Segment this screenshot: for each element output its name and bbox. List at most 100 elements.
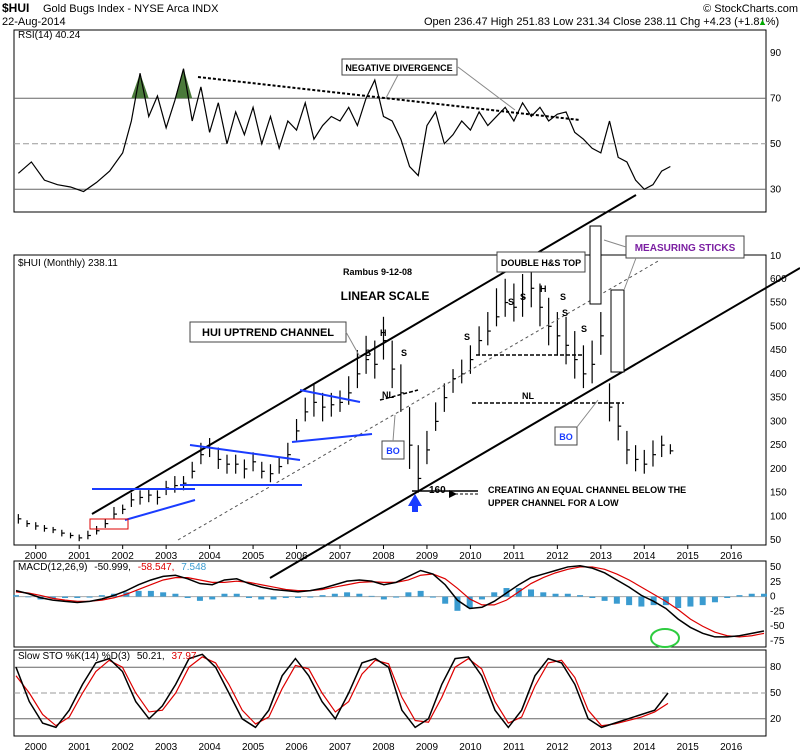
macd-histogram-bar xyxy=(368,595,375,597)
neckline-2008 xyxy=(379,389,419,401)
sto-legend: Slow STO %K(14) %D(3) 50.21, 37.97 xyxy=(18,651,197,662)
x-tick-label: 2005 xyxy=(242,551,265,562)
macd-histogram-bar xyxy=(675,596,682,608)
macd-histogram-bar xyxy=(184,596,191,599)
macd-histogram-bar xyxy=(699,596,706,606)
x-tick-label-bottom: 2015 xyxy=(677,742,700,753)
chart-date: 22-Aug-2014 xyxy=(2,16,66,28)
x-tick-label: 2015 xyxy=(677,551,700,562)
macd-histogram-bar xyxy=(209,596,216,600)
x-tick-label: 2004 xyxy=(198,551,221,562)
macd-histogram-bar xyxy=(49,596,56,599)
s-label-2012b: S xyxy=(562,308,568,318)
macd-line xyxy=(15,564,765,638)
rsi-overbought-fill xyxy=(174,68,193,99)
negative-divergence-label: NEGATIVE DIVERGENCE xyxy=(345,63,452,73)
macd-histogram-bar xyxy=(761,593,767,597)
price-tick-label: 500 xyxy=(770,321,787,332)
x-tick-label-bottom: 2000 xyxy=(25,742,48,753)
x-tick-label: 2012 xyxy=(546,551,569,562)
macd-histogram-bar xyxy=(74,596,81,599)
channel-midline xyxy=(177,259,661,541)
bo-label-2013: BO xyxy=(559,432,573,442)
s-label-2008a: S xyxy=(365,348,371,358)
x-tick-label-bottom: 2016 xyxy=(720,742,743,753)
x-tick-label-bottom: 2012 xyxy=(546,742,569,753)
x-tick-label: 2010 xyxy=(459,551,482,562)
s-label-2011a: S xyxy=(508,297,514,307)
x-tick-label-bottom: 2008 xyxy=(372,742,395,753)
macd-histogram-bar xyxy=(564,593,571,597)
price-tick-label: 100 xyxy=(770,511,787,522)
bo-box-2013 xyxy=(554,426,578,446)
macd-tick-label: -50 xyxy=(770,621,785,632)
sto-tick-label: 50 xyxy=(770,688,782,699)
macd-histogram-bar xyxy=(478,596,485,600)
macd-histogram-bar xyxy=(528,589,535,597)
s-label-2010: S xyxy=(464,332,470,342)
macd-cross-circle xyxy=(650,628,680,648)
macd-histogram-bar xyxy=(736,595,743,597)
s-label-2011b: S xyxy=(520,292,526,302)
price-tick-label: 350 xyxy=(770,393,787,404)
macd-histogram-bar xyxy=(577,595,584,597)
x-tick-label: 2002 xyxy=(112,551,135,562)
macd-tick-label: -75 xyxy=(770,636,785,647)
macd-histogram-bar xyxy=(491,592,498,597)
macd-histogram-bar xyxy=(405,592,412,597)
hs-labels: H S S S S S H S S S xyxy=(365,284,587,358)
macd-histogram-bar xyxy=(540,592,547,597)
macd-histogram-bar xyxy=(62,596,69,599)
macd-histogram-bar xyxy=(589,596,596,599)
macd-histogram-bar xyxy=(466,596,473,608)
macd-histogram-bar xyxy=(724,596,731,599)
macd-histogram-bar xyxy=(307,596,314,598)
x-tick-label-bottom: 2014 xyxy=(633,742,656,753)
macd-histogram-bar xyxy=(196,596,203,601)
macd-histogram-bar xyxy=(687,596,694,607)
macd-histogram-bar xyxy=(172,593,179,597)
macd-histogram-bar xyxy=(233,593,240,597)
x-tick-label: 2016 xyxy=(720,551,743,562)
macd-histogram-bar xyxy=(221,593,228,597)
h-label-2011: H xyxy=(540,284,547,294)
x-tick-label-bottom: 2013 xyxy=(590,742,613,753)
macd-histogram-bar xyxy=(417,590,424,597)
macd-histogram-bar xyxy=(25,596,32,598)
consolidation-patterns xyxy=(92,389,373,521)
stochastic-panel: 80 50 20 Slow STO %K(14) %D(3) 50.21, 37.9… xyxy=(13,649,782,737)
sto-k-line xyxy=(15,653,669,729)
x-tick-label: 2011 xyxy=(503,551,525,562)
sto-d-legend-value: 37.97 xyxy=(171,651,196,662)
x-tick-label-bottom: 2009 xyxy=(416,742,439,753)
macd-histogram-bar xyxy=(258,596,265,600)
x-tick-label-bottom: 2002 xyxy=(112,742,135,753)
x-tick-label-bottom: 2007 xyxy=(329,742,352,753)
x-tick-label: 2006 xyxy=(285,551,308,562)
upper-channel-line xyxy=(91,194,637,515)
rsi-legend: RSI(14) 40.24 xyxy=(18,30,81,41)
author-note: Rambus 9-12-08 xyxy=(343,267,412,277)
base-box xyxy=(89,518,129,530)
rsi-tick-label: 30 xyxy=(770,184,782,195)
index-name: Gold Bugs Index - NYSE Arca INDX xyxy=(43,3,219,15)
x-tick-label: 2003 xyxy=(155,551,178,562)
macd-histogram-bar xyxy=(711,596,718,603)
price-tick-label: 50 xyxy=(770,535,782,546)
bo-label-2008: BO xyxy=(386,446,400,456)
macd-panel: 50 25 0 -25 -50 -75 MACD(12,26,9) -50.999, -5… xyxy=(13,560,785,648)
neckline-label: NL xyxy=(522,391,534,401)
x-tick-label-bottom: 2003 xyxy=(155,742,178,753)
macd-legend-name: MACD(12,26,9) xyxy=(18,562,87,573)
rsi-tick-label: 50 xyxy=(770,139,782,150)
x-tick-label-bottom: 2006 xyxy=(285,742,308,753)
rsi-line xyxy=(17,68,671,193)
negative-divergence-box xyxy=(341,58,458,76)
price-tick-label: 200 xyxy=(770,464,787,475)
macd-histogram-bar xyxy=(344,592,351,597)
sto-tick-label: 20 xyxy=(770,714,782,725)
symbol: $HUI xyxy=(2,1,29,15)
macd-tick-label: -25 xyxy=(770,606,785,617)
x-tick-label: 2000 xyxy=(25,551,48,562)
macd-histogram-bar xyxy=(638,596,645,607)
